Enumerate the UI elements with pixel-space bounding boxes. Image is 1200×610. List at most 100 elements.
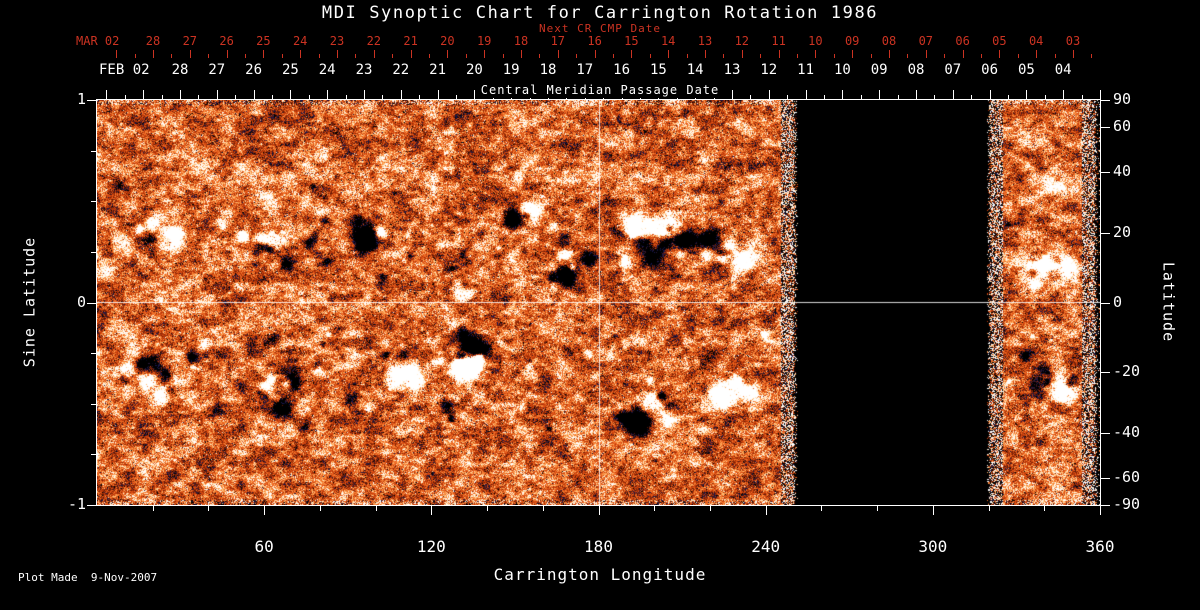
next-cr-day-label: 05 <box>992 34 1007 48</box>
cmp-axis-minor-tick <box>456 95 457 100</box>
next-cr-minor-tick <box>429 54 430 58</box>
next-cr-major-tick <box>484 50 486 58</box>
y-axis-left-title: Sine Latitude <box>20 236 39 368</box>
next-cr-minor-tick <box>171 54 173 58</box>
next-cr-day-label: 20 <box>440 34 455 48</box>
next-cr-minor-tick <box>649 54 651 58</box>
next-cr-major-tick <box>925 50 927 58</box>
cmp-axis-minor-tick <box>345 95 347 100</box>
next-cr-day-label: 18 <box>513 34 529 48</box>
cmp-axis-day-label: 26 <box>245 62 263 78</box>
cmp-axis-major-tick <box>842 90 844 100</box>
next-cr-major-tick <box>1073 50 1074 58</box>
cmp-axis-minor-tick <box>1044 95 1046 100</box>
top-axis-month-label: MAR 02 <box>76 34 120 48</box>
next-cr-major-tick <box>852 50 854 58</box>
cmp-axis-minor-tick <box>272 95 273 100</box>
next-cr-minor-tick <box>723 54 725 58</box>
next-cr-major-tick <box>557 50 559 58</box>
next-cr-minor-tick <box>245 54 246 58</box>
y-right-tick-label: -60 <box>1113 467 1141 486</box>
y-left-major-tick <box>87 100 96 101</box>
x-axis-major-tick <box>932 506 934 515</box>
cmp-axis-major-tick <box>916 90 917 100</box>
next-cr-minor-tick <box>613 54 614 58</box>
next-cr-major-tick <box>815 50 817 58</box>
x-axis-minor-tick <box>709 506 711 511</box>
next-cr-major-tick <box>1036 50 1038 58</box>
cmp-axis-minor-tick <box>161 95 163 100</box>
x-axis-minor-tick <box>375 506 377 511</box>
x-axis-major-tick <box>264 506 266 515</box>
cmp-axis-minor-tick <box>750 95 752 100</box>
x-axis-tick-label: 300 <box>918 537 948 556</box>
cmp-axis-major-tick <box>437 90 439 100</box>
y-right-major-tick <box>1101 432 1110 434</box>
next-cr-day-label: 23 <box>329 34 345 48</box>
y-left-major-tick <box>87 302 96 304</box>
y-axis-right-title: Latitude <box>1159 261 1178 343</box>
next-cr-minor-tick <box>502 54 504 58</box>
cmp-axis-minor-tick <box>308 95 310 100</box>
cmp-axis-day-label: 20 <box>465 62 483 78</box>
next-cr-day-label: 08 <box>881 34 897 48</box>
next-cr-day-label: 10 <box>808 34 823 48</box>
next-cr-day-label: 26 <box>219 34 234 48</box>
next-cr-minor-tick <box>576 54 578 58</box>
x-axis-minor-tick <box>542 506 544 511</box>
cmp-axis-day-label: 24 <box>318 62 336 78</box>
next-cr-minor-tick <box>318 54 320 58</box>
y-right-tick-label: -90 <box>1113 495 1141 513</box>
cmp-axis-minor-tick <box>787 95 789 100</box>
next-cr-minor-tick <box>1054 54 1056 58</box>
y-right-tick-label: 90 <box>1113 90 1132 108</box>
next-cr-day-label: 28 <box>145 34 161 48</box>
cmp-axis-day-label: 08 <box>907 62 925 78</box>
next-cr-minor-tick <box>981 54 982 58</box>
cmp-axis-day-label: 04 <box>1054 62 1072 78</box>
next-cr-day-label: 14 <box>660 34 676 48</box>
y-right-major-tick <box>1101 100 1110 101</box>
x-axis-minor-tick <box>654 506 656 511</box>
cmp-axis-minor-tick <box>382 95 384 100</box>
next-cr-day-label: 07 <box>918 34 934 48</box>
y-left-minor-tick <box>91 150 96 152</box>
next-cr-minor-tick <box>870 54 872 58</box>
cmp-axis-major-tick <box>805 90 807 100</box>
cmp-axis-major-tick <box>216 90 218 100</box>
next-cr-major-tick <box>300 50 302 58</box>
next-cr-major-tick <box>962 50 964 58</box>
cmp-axis-major-tick <box>1063 90 1065 100</box>
next-cr-major-tick <box>741 50 743 58</box>
cmp-axis-major-tick <box>989 90 991 100</box>
cmp-axis-major-tick <box>768 90 770 100</box>
next-cr-major-tick <box>373 50 375 58</box>
cmp-axis-major-tick <box>1026 90 1028 100</box>
cmp-axis-title: Central Meridian Passage Date <box>477 83 723 98</box>
y-right-tick-label: 20 <box>1113 223 1132 242</box>
x-axis-tick-label: 240 <box>751 537 781 556</box>
y-left-minor-tick <box>91 201 96 203</box>
cmp-axis-day-label: 14 <box>686 62 704 78</box>
cmp-axis-day-label: 11 <box>797 62 815 78</box>
next-cr-minor-tick <box>134 54 136 58</box>
y-right-tick-label: -40 <box>1113 422 1141 441</box>
y-left-minor-tick <box>91 251 96 253</box>
next-cr-major-tick <box>116 50 118 58</box>
next-cr-minor-tick <box>833 54 835 58</box>
next-cr-major-tick <box>889 50 890 58</box>
x-axis-title: Carrington Longitude <box>493 565 707 584</box>
y-right-major-tick <box>1101 371 1110 373</box>
cmp-axis-minor-tick <box>198 95 200 100</box>
y-left-major-tick <box>87 505 96 506</box>
next-cr-day-label: 03 <box>1065 34 1081 48</box>
next-cr-minor-tick <box>944 54 946 58</box>
x-axis-minor-tick <box>319 506 321 511</box>
next-cr-day-label: 16 <box>587 34 602 48</box>
y-right-major-tick <box>1101 505 1110 506</box>
cmp-axis-day-label: 09 <box>870 62 888 78</box>
cmp-axis-day-label: 18 <box>539 62 557 78</box>
next-cr-major-tick <box>521 50 522 58</box>
cmp-axis-day-label: 10 <box>833 62 851 78</box>
next-cr-minor-tick <box>1017 54 1019 58</box>
